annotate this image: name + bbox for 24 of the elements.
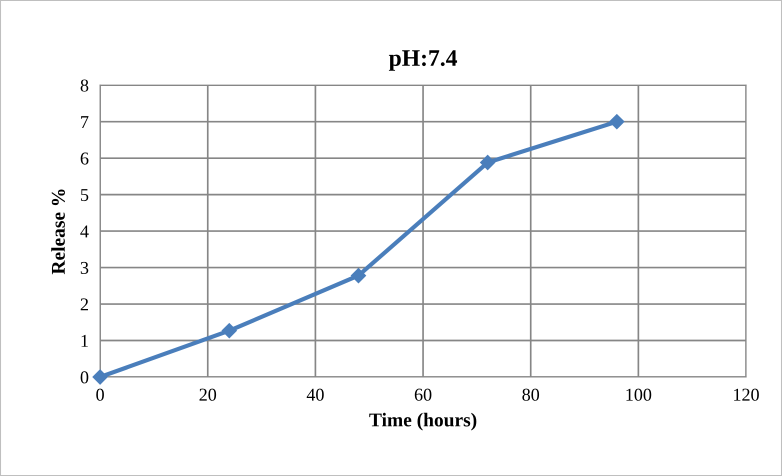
y-tick-label: 2 — [80, 298, 88, 310]
point — [222, 323, 237, 338]
y-tick-label: 8 — [80, 79, 88, 92]
point — [480, 154, 496, 170]
point — [92, 369, 108, 385]
y-tick-label: 1 — [82, 334, 88, 347]
x-tick-label: 120 — [734, 388, 759, 401]
x-tick-label: 80 — [522, 388, 540, 401]
y-tick-label: 0 — [80, 371, 88, 384]
x-tick-label: 100 — [626, 388, 652, 401]
y-tick-label: 5 — [81, 189, 88, 202]
point — [350, 268, 366, 284]
y-tick-label: 6 — [80, 152, 88, 165]
x-tick-label: 0 — [96, 388, 104, 401]
y-axis-title: Release % — [51, 189, 65, 274]
x-axis-title: Time (hours) — [369, 412, 476, 430]
x-tick-label: 60 — [414, 388, 432, 401]
y-tick-label: 4 — [80, 225, 89, 238]
chart-title: pH:7.4 — [388, 50, 458, 71]
x-tick-label: 40 — [306, 388, 324, 401]
y-tick-label: 7 — [81, 116, 88, 128]
point — [609, 114, 624, 130]
x-tick-label: 20 — [200, 388, 216, 401]
y-tick-label: 3 — [80, 262, 88, 274]
